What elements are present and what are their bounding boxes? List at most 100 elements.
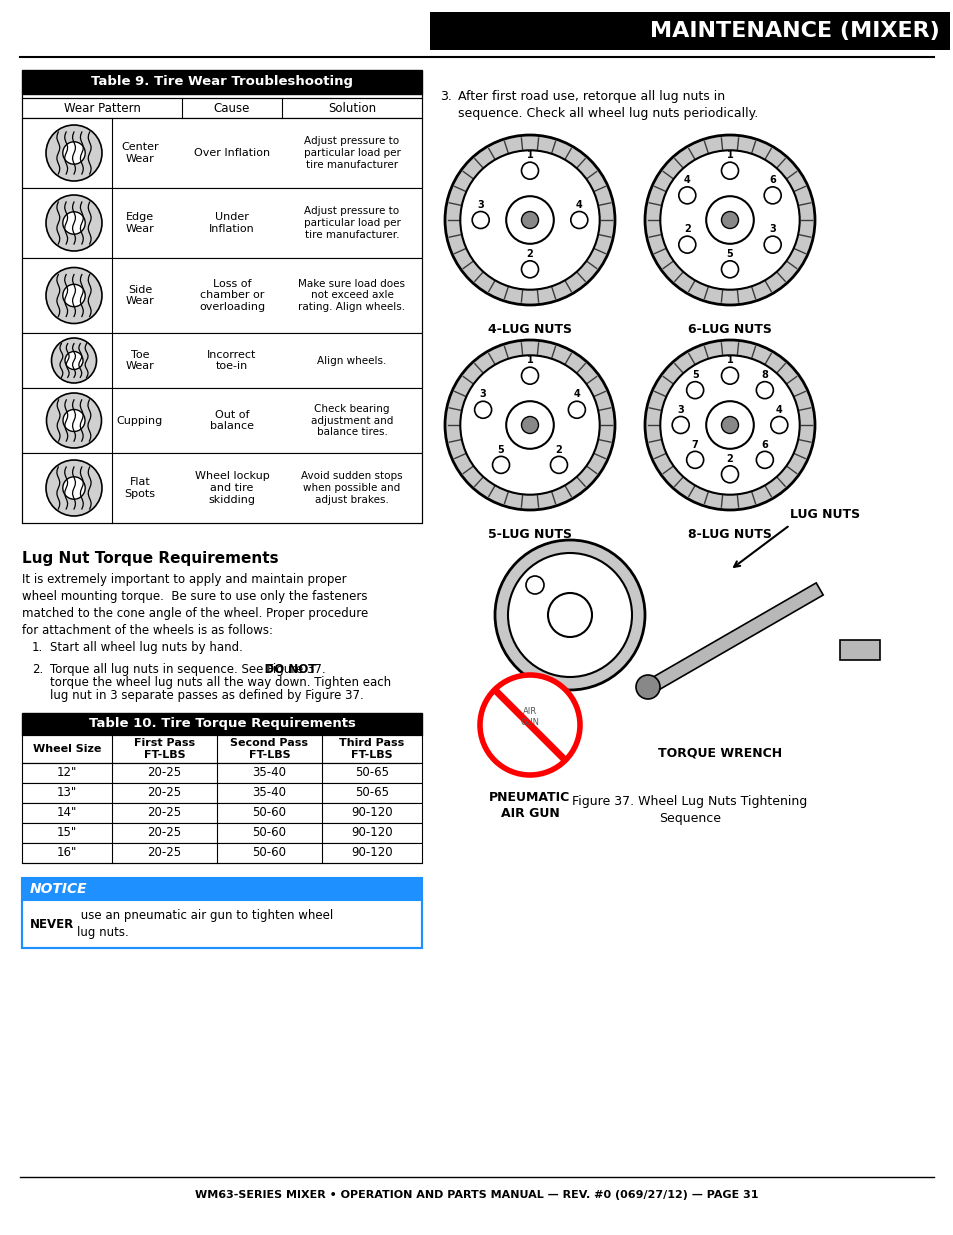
- Text: Start all wheel lug nuts by hand.: Start all wheel lug nuts by hand.: [50, 641, 243, 655]
- Text: 5: 5: [691, 369, 698, 380]
- Text: 12": 12": [57, 767, 77, 779]
- Circle shape: [474, 401, 491, 419]
- Text: 1: 1: [526, 151, 533, 161]
- Text: Under
Inflation: Under Inflation: [209, 212, 254, 233]
- Text: Out of
balance: Out of balance: [210, 410, 253, 431]
- Circle shape: [720, 367, 738, 384]
- Circle shape: [479, 676, 579, 776]
- Text: Over Inflation: Over Inflation: [193, 148, 270, 158]
- Circle shape: [472, 211, 489, 228]
- Text: 5: 5: [726, 249, 733, 259]
- Text: 6-LUG NUTS: 6-LUG NUTS: [687, 324, 771, 336]
- Circle shape: [679, 236, 695, 253]
- Text: 15": 15": [57, 826, 77, 840]
- Circle shape: [770, 416, 787, 433]
- Circle shape: [644, 135, 814, 305]
- Text: 3.: 3.: [439, 90, 452, 103]
- Text: Loss of
chamber or
overloading: Loss of chamber or overloading: [199, 279, 265, 312]
- Text: 5-LUG NUTS: 5-LUG NUTS: [488, 529, 572, 541]
- Text: First Pass
FT-LBS: First Pass FT-LBS: [133, 739, 194, 760]
- Text: TORQUE WRENCH: TORQUE WRENCH: [658, 747, 781, 760]
- Circle shape: [444, 340, 615, 510]
- Text: Cupping: Cupping: [117, 415, 163, 426]
- Circle shape: [47, 393, 101, 448]
- Circle shape: [444, 135, 615, 305]
- Circle shape: [720, 466, 738, 483]
- Circle shape: [521, 162, 537, 179]
- Text: Align wheels.: Align wheels.: [317, 356, 386, 366]
- Circle shape: [46, 459, 102, 516]
- Text: Wheel Size: Wheel Size: [32, 743, 101, 755]
- Text: 2: 2: [555, 445, 561, 454]
- Text: Check bearing
adjustment and
balance tires.: Check bearing adjustment and balance tir…: [311, 404, 393, 437]
- Circle shape: [570, 211, 587, 228]
- Text: 6: 6: [768, 175, 775, 185]
- Text: 20-25: 20-25: [148, 787, 181, 799]
- Text: 4-LUG NUTS: 4-LUG NUTS: [488, 324, 572, 336]
- FancyBboxPatch shape: [22, 388, 421, 453]
- Text: Cause: Cause: [213, 101, 250, 115]
- Circle shape: [63, 142, 85, 164]
- Text: Wear Pattern: Wear Pattern: [64, 101, 140, 115]
- FancyBboxPatch shape: [22, 783, 421, 803]
- Text: use an pneumatic air gun to tighten wheel
lug nuts.: use an pneumatic air gun to tighten whee…: [77, 909, 333, 939]
- Circle shape: [720, 261, 738, 278]
- Text: 8-LUG NUTS: 8-LUG NUTS: [687, 529, 771, 541]
- Text: 20-25: 20-25: [148, 767, 181, 779]
- Text: Adjust pressure to
particular load per
tire manufacturer.: Adjust pressure to particular load per t…: [303, 206, 400, 240]
- Text: 50-65: 50-65: [355, 787, 389, 799]
- Text: After first road use, retorque all lug nuts in
sequence. Check all wheel lug nut: After first road use, retorque all lug n…: [457, 90, 758, 120]
- Text: 6: 6: [760, 440, 767, 450]
- FancyBboxPatch shape: [22, 188, 421, 258]
- Text: 3: 3: [768, 225, 775, 235]
- FancyBboxPatch shape: [22, 803, 421, 823]
- Text: NEVER: NEVER: [30, 918, 74, 930]
- Text: 5: 5: [497, 445, 504, 454]
- Text: Wheel lockup
and tire
skidding: Wheel lockup and tire skidding: [194, 472, 269, 505]
- FancyBboxPatch shape: [430, 12, 949, 49]
- Text: 2: 2: [683, 225, 690, 235]
- Text: Avoid sudden stops
when possible and
adjust brakes.: Avoid sudden stops when possible and adj…: [301, 472, 402, 505]
- Circle shape: [46, 125, 102, 182]
- Circle shape: [644, 340, 814, 510]
- Text: AIR
GUN: AIR GUN: [520, 708, 539, 726]
- Circle shape: [506, 196, 554, 243]
- Text: 50-60: 50-60: [253, 846, 286, 860]
- Text: Toe
Wear: Toe Wear: [126, 350, 154, 372]
- Circle shape: [63, 410, 85, 431]
- Circle shape: [756, 451, 773, 468]
- FancyBboxPatch shape: [22, 735, 421, 763]
- Circle shape: [763, 236, 781, 253]
- Text: 3: 3: [677, 405, 683, 415]
- Circle shape: [686, 451, 703, 468]
- Text: 8: 8: [760, 369, 767, 380]
- Circle shape: [686, 382, 703, 399]
- Circle shape: [65, 352, 83, 369]
- Text: 3: 3: [476, 200, 483, 210]
- Text: 20-25: 20-25: [148, 826, 181, 840]
- Text: DO NOT: DO NOT: [50, 663, 316, 676]
- Text: Third Pass
FT-LBS: Third Pass FT-LBS: [339, 739, 404, 760]
- Circle shape: [63, 284, 85, 306]
- Text: 50-60: 50-60: [253, 826, 286, 840]
- FancyBboxPatch shape: [22, 823, 421, 844]
- Text: 4: 4: [775, 405, 781, 415]
- Text: 4: 4: [573, 389, 579, 399]
- Text: Table 10. Tire Torque Requirements: Table 10. Tire Torque Requirements: [89, 718, 355, 730]
- Circle shape: [521, 416, 537, 433]
- Text: Solution: Solution: [328, 101, 375, 115]
- Circle shape: [525, 576, 543, 594]
- Text: Second Pass
FT-LBS: Second Pass FT-LBS: [231, 739, 308, 760]
- Circle shape: [506, 401, 554, 448]
- FancyBboxPatch shape: [22, 900, 421, 948]
- Text: 2: 2: [526, 249, 533, 259]
- FancyBboxPatch shape: [22, 258, 421, 333]
- Circle shape: [63, 211, 85, 235]
- Text: 3: 3: [479, 389, 486, 399]
- Circle shape: [547, 593, 592, 637]
- Text: Figure 37. Wheel Lug Nuts Tightening
Sequence: Figure 37. Wheel Lug Nuts Tightening Seq…: [572, 795, 807, 825]
- Text: 13": 13": [57, 787, 77, 799]
- Text: Lug Nut Torque Requirements: Lug Nut Torque Requirements: [22, 551, 278, 566]
- Circle shape: [459, 356, 599, 495]
- Circle shape: [51, 338, 96, 383]
